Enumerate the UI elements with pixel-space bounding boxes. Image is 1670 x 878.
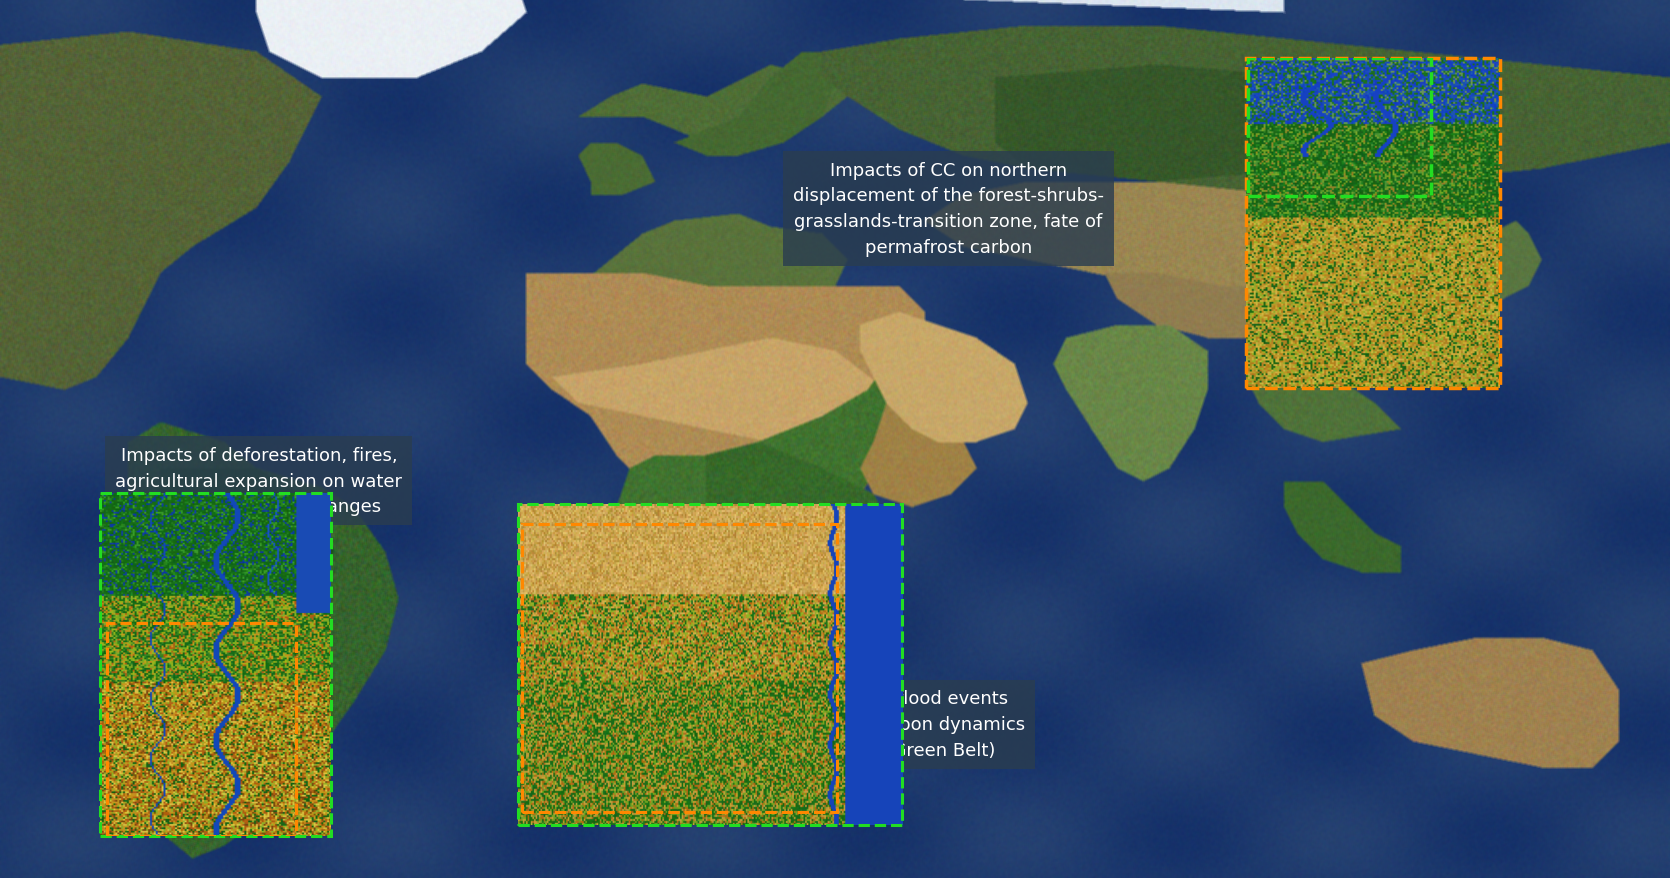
Text: Impacts of CC on northern
displacement of the forest-shrubs-
grasslands-transiti: Impacts of CC on northern displacement o…	[793, 162, 1104, 256]
Bar	[518, 505, 902, 825]
Bar	[521, 524, 837, 812]
Bar	[1249, 59, 1431, 197]
Text: Impacts of deforestation, fires,
agricultural expansion on water
and carbon cycl: Impacts of deforestation, fires, agricul…	[115, 447, 402, 515]
Text: Impacts of CC on drought/flood events
West Africa and Indian Monsoon dynamics
Mi: Impacts of CC on drought/flood events We…	[645, 690, 1025, 759]
Bar	[100, 493, 331, 836]
Bar	[107, 623, 296, 836]
Bar	[1246, 59, 1500, 388]
